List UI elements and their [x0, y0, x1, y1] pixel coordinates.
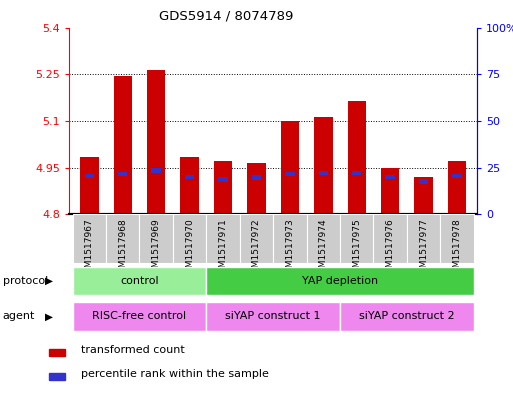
Bar [140, 214, 173, 263]
Bar [452, 174, 462, 178]
Bar [352, 171, 362, 175]
Bar [347, 101, 366, 214]
Text: GSM1517969: GSM1517969 [152, 218, 161, 279]
Bar [340, 214, 373, 263]
Text: GSM1517968: GSM1517968 [118, 218, 127, 279]
Bar [173, 214, 206, 263]
Bar [49, 373, 65, 380]
Text: YAP depletion: YAP depletion [302, 276, 378, 286]
Text: GSM1517973: GSM1517973 [285, 218, 294, 279]
Bar [340, 302, 473, 331]
Bar [285, 172, 294, 176]
Bar [206, 267, 473, 295]
Text: siYAP construct 2: siYAP construct 2 [359, 311, 455, 321]
Text: control: control [120, 276, 159, 286]
Text: RISC-free control: RISC-free control [92, 311, 187, 321]
Text: percentile rank within the sample: percentile rank within the sample [81, 369, 269, 379]
Text: GSM1517977: GSM1517977 [419, 218, 428, 279]
Text: GSM1517974: GSM1517974 [319, 218, 328, 279]
Bar [151, 168, 161, 173]
Bar [281, 121, 299, 214]
Bar [419, 179, 428, 184]
Bar [415, 177, 433, 214]
Text: ▶: ▶ [45, 276, 53, 286]
Bar [219, 177, 228, 182]
Bar [80, 157, 98, 214]
Text: transformed count: transformed count [81, 345, 185, 355]
Bar [373, 214, 407, 263]
Bar [214, 161, 232, 214]
Bar [206, 214, 240, 263]
Bar [113, 76, 132, 214]
Bar [147, 70, 165, 214]
Bar [49, 349, 65, 356]
Text: GSM1517967: GSM1517967 [85, 218, 94, 279]
Text: GSM1517978: GSM1517978 [452, 218, 462, 279]
Bar [381, 167, 399, 214]
Bar [273, 214, 307, 263]
Text: GSM1517976: GSM1517976 [386, 218, 394, 279]
Bar [118, 172, 127, 176]
Bar [73, 302, 206, 331]
Text: siYAP construct 1: siYAP construct 1 [225, 311, 321, 321]
Bar [73, 214, 106, 263]
Bar [385, 174, 395, 179]
Text: GSM1517975: GSM1517975 [352, 218, 361, 279]
Bar [307, 214, 340, 263]
Bar [247, 163, 266, 214]
Bar [407, 214, 440, 263]
Bar [185, 174, 194, 179]
Text: protocol: protocol [3, 276, 48, 286]
Bar [448, 161, 466, 214]
Text: GSM1517971: GSM1517971 [219, 218, 228, 279]
Text: agent: agent [3, 311, 35, 321]
Bar [440, 214, 473, 263]
Text: GSM1517972: GSM1517972 [252, 218, 261, 279]
Bar [314, 117, 332, 214]
Text: GSM1517970: GSM1517970 [185, 218, 194, 279]
Bar [240, 214, 273, 263]
Bar [206, 302, 340, 331]
Text: GDS5914 / 8074789: GDS5914 / 8074789 [159, 10, 293, 23]
Bar [106, 214, 140, 263]
Bar [252, 175, 261, 180]
Bar [181, 157, 199, 214]
Text: ▶: ▶ [45, 311, 53, 321]
Bar [73, 267, 206, 295]
Bar [85, 174, 94, 178]
Bar [319, 171, 328, 175]
